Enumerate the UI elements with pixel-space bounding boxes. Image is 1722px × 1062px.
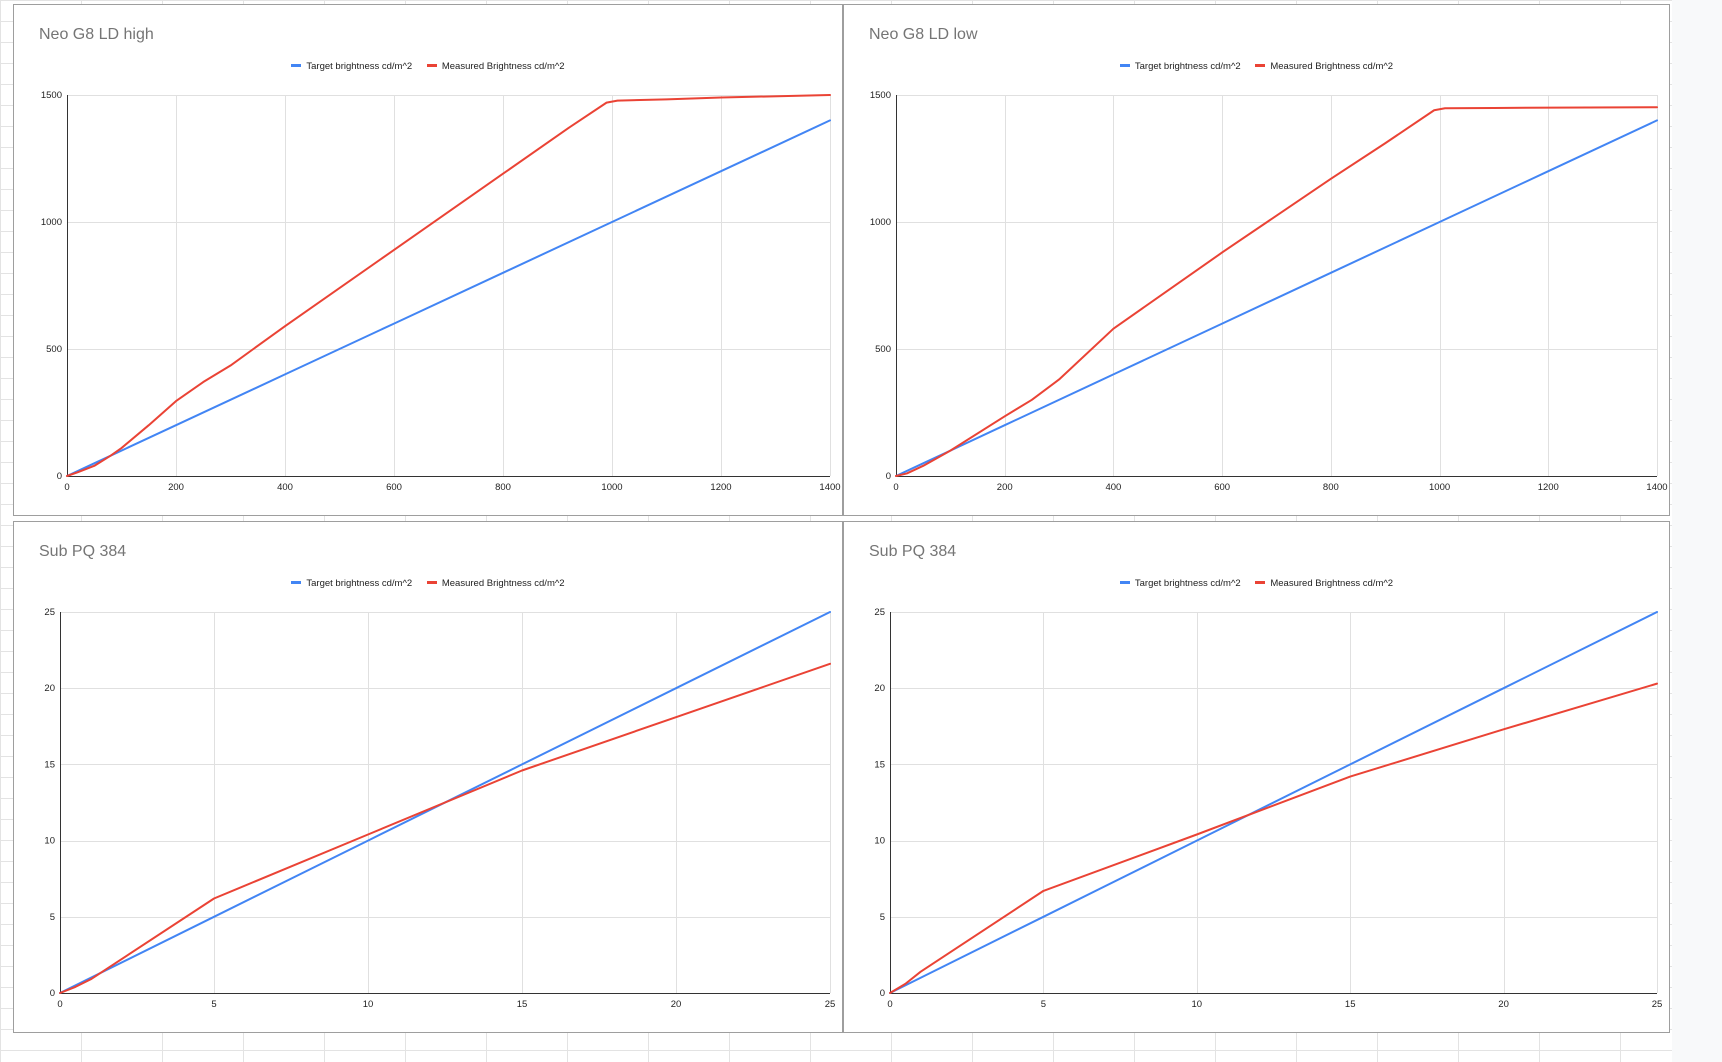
legend-item-measured: Measured Brightness cd/m^2 (426, 61, 565, 72)
chart-neo-g8-ld-high[interactable]: Neo G8 LD high Target brightness cd/m^2 … (13, 4, 843, 516)
x-tick-label: 25 (825, 999, 836, 1010)
chart-legend: Target brightness cd/m^2 Measured Bright… (844, 578, 1669, 589)
y-tick-label: 10 (874, 836, 885, 847)
y-tick-label: 5 (880, 912, 885, 923)
legend-item-target: Target brightness cd/m^2 (1119, 61, 1241, 72)
chart-title: Neo G8 LD low (869, 26, 978, 43)
chart-legend: Target brightness cd/m^2 Measured Bright… (14, 578, 842, 589)
x-tick-label: 600 (386, 482, 402, 493)
y-tick-label: 0 (886, 471, 891, 482)
series-line-target (889, 611, 1658, 994)
series-line-measured (66, 94, 831, 477)
x-tick-label: 1400 (819, 482, 840, 493)
x-tick-label: 5 (1041, 999, 1046, 1010)
y-tick-label: 0 (57, 471, 62, 482)
chart-legend: Target brightness cd/m^2 Measured Bright… (844, 61, 1669, 72)
series-line-measured (889, 682, 1658, 994)
chart-legend: Target brightness cd/m^2 Measured Bright… (14, 61, 842, 72)
legend-label-measured: Measured Brightness cd/m^2 (1270, 61, 1394, 72)
x-tick-label: 1400 (1646, 482, 1667, 493)
y-tick-label: 15 (874, 759, 885, 770)
legend-label-measured: Measured Brightness cd/m^2 (1270, 578, 1394, 589)
x-tick-label: 800 (1323, 482, 1339, 493)
y-tick-label: 500 (875, 344, 891, 355)
y-tick-label: 15 (44, 759, 55, 770)
legend-swatch-measured (1255, 63, 1266, 67)
x-tick-label: 200 (168, 482, 184, 493)
y-tick-label: 25 (44, 607, 55, 618)
series-line-target (895, 119, 1658, 477)
series-line-measured (895, 106, 1658, 477)
x-tick-label: 1000 (1429, 482, 1450, 493)
legend-swatch-target (291, 580, 302, 584)
x-tick-label: 200 (997, 482, 1013, 493)
legend-label-target: Target brightness cd/m^2 (1134, 61, 1241, 72)
series-line-target (66, 119, 831, 477)
legend-item-measured: Measured Brightness cd/m^2 (1255, 578, 1393, 589)
plot-area: 0 5 10 15 20 25 0 5 10 15 20 25 (874, 607, 1663, 1010)
legend-item-target: Target brightness cd/m^2 (291, 61, 412, 72)
plot-area: 0 5 10 15 20 25 0 5 10 15 20 25 (44, 607, 836, 1010)
series-line-target (59, 611, 831, 994)
x-tick-label: 15 (1345, 999, 1356, 1010)
x-tick-label: 400 (1105, 482, 1121, 493)
x-tick-label: 0 (57, 999, 62, 1010)
series-line-measured (59, 662, 831, 994)
legend-swatch-target (291, 63, 302, 67)
plot-area: 0 200 400 600 800 1000 1200 1400 0 500 1000 1500 (870, 90, 1668, 493)
y-tick-label: 1500 (41, 90, 62, 101)
y-tick-label: 1500 (870, 90, 891, 101)
x-tick-label: 5 (211, 999, 216, 1010)
x-tick-label: 15 (517, 999, 528, 1010)
chart-sub-pq-384-left[interactable]: Sub PQ 384 Target brightness cd/m^2 Meas… (13, 521, 843, 1033)
sheet-right-margin (1672, 0, 1722, 1062)
legend-swatch-measured (1255, 580, 1266, 584)
plot-area: 0 200 400 600 800 1000 1200 1400 0 500 1000 1500 (41, 90, 841, 493)
legend-item-target: Target brightness cd/m^2 (291, 578, 412, 589)
legend-label-measured: Measured Brightness cd/m^2 (441, 61, 565, 72)
legend-label-measured: Measured Brightness cd/m^2 (441, 578, 565, 589)
y-tick-label: 1000 (41, 217, 62, 228)
y-tick-label: 0 (880, 988, 885, 999)
chart-title: Sub PQ 384 (869, 543, 957, 560)
legend-swatch-measured (426, 580, 437, 584)
x-tick-label: 1000 (601, 482, 622, 493)
x-tick-label: 1200 (1538, 482, 1559, 493)
legend-swatch-measured (426, 63, 437, 67)
legend-item-measured: Measured Brightness cd/m^2 (426, 578, 565, 589)
x-tick-label: 0 (893, 482, 898, 493)
legend-label-target: Target brightness cd/m^2 (306, 61, 413, 72)
y-tick-label: 1000 (870, 217, 891, 228)
legend-label-target: Target brightness cd/m^2 (306, 578, 413, 589)
x-tick-label: 400 (277, 482, 293, 493)
legend-item-measured: Measured Brightness cd/m^2 (1255, 61, 1393, 72)
chart-neo-g8-ld-low[interactable]: Neo G8 LD low Target brightness cd/m^2 M… (843, 4, 1670, 516)
chart-title: Neo G8 LD high (39, 26, 154, 43)
legend-swatch-target (1119, 63, 1130, 67)
y-tick-label: 20 (874, 683, 885, 694)
y-tick-label: 10 (44, 836, 55, 847)
legend-item-target: Target brightness cd/m^2 (1119, 578, 1241, 589)
legend-label-target: Target brightness cd/m^2 (1134, 578, 1241, 589)
y-tick-label: 5 (50, 912, 55, 923)
y-tick-label: 20 (44, 683, 55, 694)
x-tick-label: 1200 (710, 482, 731, 493)
x-tick-label: 0 (887, 999, 892, 1010)
x-tick-label: 10 (1192, 999, 1203, 1010)
x-tick-label: 600 (1214, 482, 1230, 493)
y-tick-label: 25 (874, 607, 885, 618)
x-tick-label: 20 (1498, 999, 1509, 1010)
y-tick-label: 500 (46, 344, 62, 355)
legend-swatch-target (1119, 580, 1130, 584)
x-tick-label: 10 (363, 999, 374, 1010)
chart-title: Sub PQ 384 (39, 543, 127, 560)
x-tick-label: 25 (1652, 999, 1663, 1010)
chart-sub-pq-384-right[interactable]: Sub PQ 384 Target brightness cd/m^2 Meas… (843, 521, 1670, 1033)
y-tick-label: 0 (50, 988, 55, 999)
x-tick-label: 20 (671, 999, 682, 1010)
x-tick-label: 800 (495, 482, 511, 493)
x-tick-label: 0 (64, 482, 69, 493)
